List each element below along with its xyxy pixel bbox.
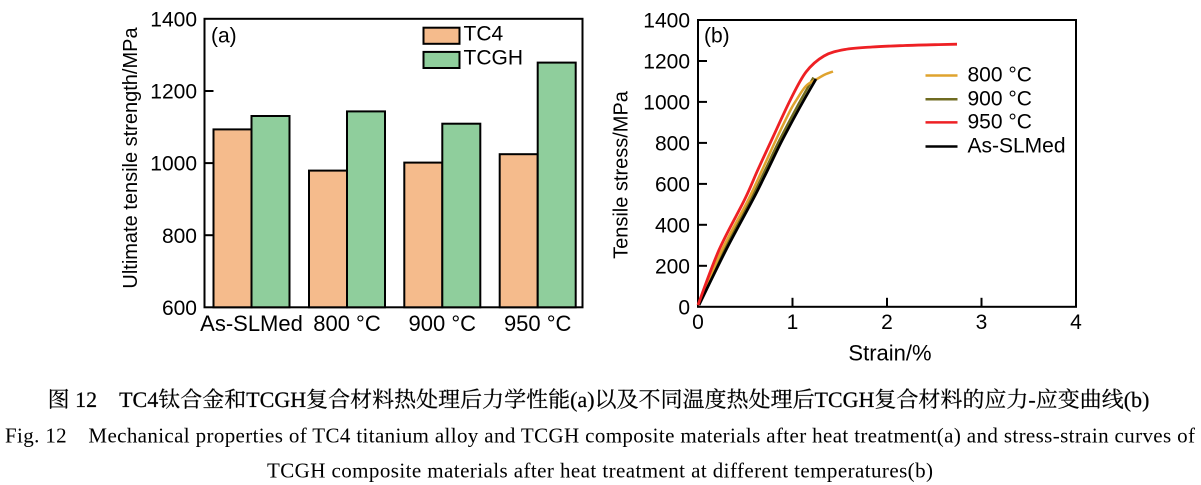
svg-text:(a): (a) [211, 25, 237, 48]
svg-text:Ultimate tensile strength/MPa: Ultimate tensile strength/MPa [120, 27, 142, 289]
svg-text:800: 800 [655, 133, 690, 156]
svg-text:800: 800 [162, 225, 197, 248]
svg-text:1000: 1000 [150, 153, 197, 176]
svg-text:As-SLMed: As-SLMed [968, 135, 1066, 158]
svg-text:900 °C: 900 °C [968, 87, 1032, 110]
svg-text:1200: 1200 [150, 81, 197, 104]
svg-text:TC4: TC4 [464, 23, 504, 46]
svg-text:1200: 1200 [643, 51, 690, 74]
svg-text:950 °C: 950 °C [504, 311, 572, 336]
svg-text:4: 4 [1070, 311, 1082, 334]
svg-text:3: 3 [976, 311, 988, 334]
svg-text:Strain/%: Strain/% [848, 341, 931, 366]
svg-text:1000: 1000 [643, 92, 690, 115]
svg-text:(b): (b) [704, 25, 730, 48]
svg-text:900 °C: 900 °C [409, 311, 477, 336]
svg-text:600: 600 [162, 297, 197, 320]
svg-text:600: 600 [655, 174, 690, 197]
svg-text:200: 200 [655, 255, 690, 278]
svg-text:Fig. 12 Mechanical properties: Fig. 12 Mechanical properties of TC4 tit… [5, 424, 1195, 448]
svg-text:Tensile stress/MPa: Tensile stress/MPa [611, 90, 633, 259]
svg-text:TCGH composite materials after: TCGH composite materials after heat trea… [267, 458, 933, 482]
svg-text:0: 0 [678, 296, 690, 319]
svg-text:800 °C: 800 °C [313, 311, 381, 336]
svg-text:950 °C: 950 °C [968, 110, 1032, 133]
svg-text:1400: 1400 [150, 8, 197, 31]
svg-text:As-SLMed: As-SLMed [200, 311, 303, 336]
svg-text:1: 1 [787, 311, 799, 334]
svg-text:0: 0 [692, 311, 704, 334]
svg-text:800 °C: 800 °C [968, 64, 1032, 87]
svg-text:TCGH: TCGH [464, 47, 524, 70]
svg-text:400: 400 [655, 214, 690, 237]
svg-text:2: 2 [881, 311, 893, 334]
svg-text:1400: 1400 [643, 10, 690, 33]
